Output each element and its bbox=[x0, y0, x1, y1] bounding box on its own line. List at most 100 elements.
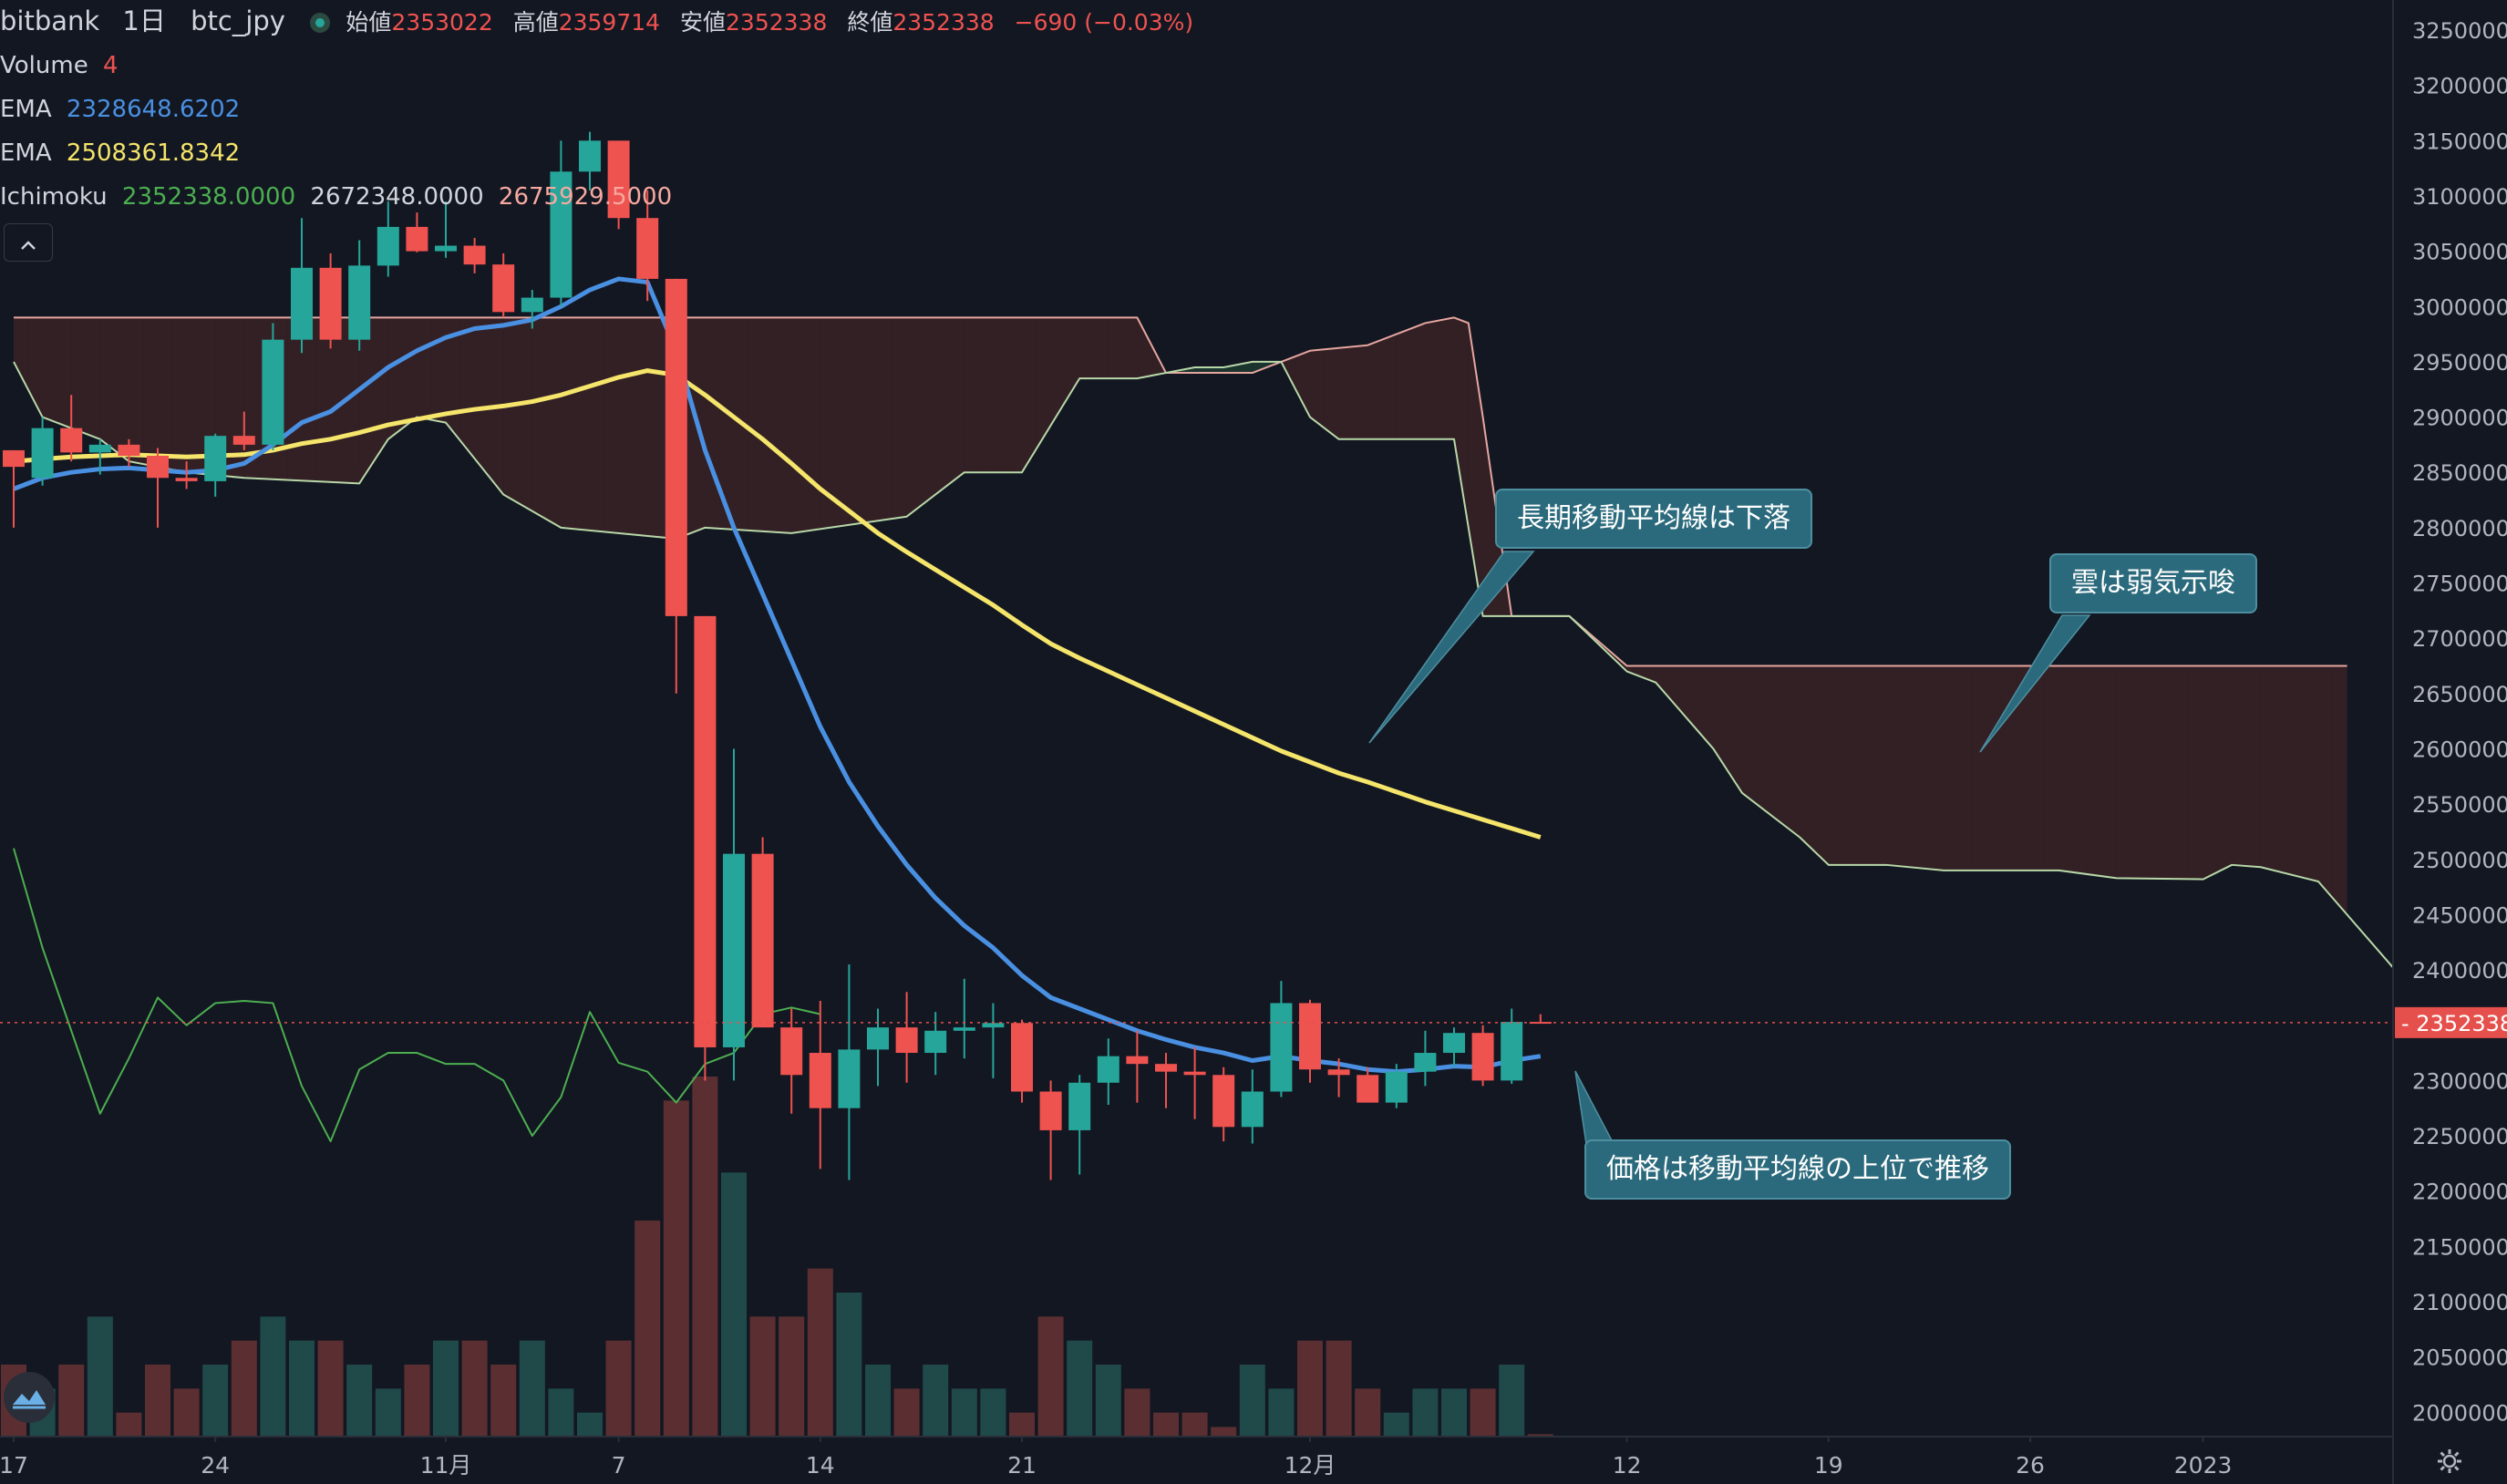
symbol-name[interactable]: btc_jpy bbox=[191, 5, 285, 36]
callout-pointer-3 bbox=[1574, 1070, 1615, 1145]
cloud-segment bbox=[1108, 317, 1123, 379]
cloud-segment bbox=[1252, 361, 1267, 374]
candle-body bbox=[348, 265, 371, 340]
cloud-segment bbox=[748, 317, 763, 531]
candle-body bbox=[1241, 1091, 1264, 1128]
candle-body bbox=[1270, 1003, 1293, 1092]
cloud-segment bbox=[1310, 349, 1325, 428]
cloud-segment bbox=[1065, 317, 1080, 402]
cloud-segment bbox=[1900, 665, 1915, 868]
cloud-segment bbox=[1022, 317, 1037, 473]
cloud-segment bbox=[777, 317, 792, 533]
candle-body bbox=[550, 171, 573, 298]
price-tick-label: 3000000 bbox=[2412, 294, 2507, 320]
candle-body bbox=[1068, 1082, 1091, 1130]
candle-body bbox=[204, 436, 227, 481]
cloud-segment bbox=[935, 317, 950, 495]
candle-body bbox=[1039, 1091, 1062, 1130]
close-value: 2352338 bbox=[892, 9, 995, 36]
interval-label[interactable]: 1日 bbox=[122, 5, 166, 36]
candle-body bbox=[232, 436, 255, 445]
price-tick-label: 2000000 bbox=[2412, 1400, 2507, 1426]
cloud-segment bbox=[1079, 317, 1094, 379]
cloud-segment bbox=[1007, 317, 1022, 473]
callout-price-above-ema[interactable]: 価格は移動平均線の上位で推移 bbox=[1584, 1139, 2011, 1200]
time-tick-label: 24 bbox=[201, 1452, 230, 1479]
cloud-segment bbox=[964, 317, 979, 473]
volume-legend[interactable]: Volume 4 bbox=[0, 52, 126, 79]
volume-bar bbox=[634, 1221, 661, 1437]
volume-bar bbox=[605, 1340, 632, 1437]
volume-bar bbox=[807, 1268, 833, 1437]
cloud-segment bbox=[978, 317, 994, 473]
tradingview-logo[interactable] bbox=[4, 1372, 55, 1423]
cloud-segment bbox=[459, 317, 475, 459]
cloud-segment bbox=[590, 317, 604, 532]
chikou-span-line bbox=[13, 848, 821, 1143]
ichimoku-legend[interactable]: Ichimoku 2352338.0000 2672348.0000 26759… bbox=[0, 183, 679, 211]
candle-body bbox=[147, 456, 169, 479]
cloud-segment bbox=[1382, 334, 1397, 439]
candle-body bbox=[262, 339, 284, 445]
cloud-segment bbox=[1036, 317, 1051, 449]
callout-long-ema-falling[interactable]: 長期移動平均線は下落 bbox=[1495, 489, 1812, 549]
cloud-segment bbox=[1338, 346, 1354, 439]
cloud-segment bbox=[2232, 665, 2246, 867]
price-tick-label: 3100000 bbox=[2412, 184, 2507, 210]
exchange-name[interactable]: bitbank bbox=[0, 5, 100, 36]
candle-body bbox=[31, 428, 54, 479]
change-value: −690 (−0.03%) bbox=[1014, 9, 1194, 36]
cloud-segment bbox=[302, 317, 316, 482]
cloud-segment bbox=[2116, 665, 2131, 879]
cloud-segment bbox=[1454, 317, 1469, 528]
low-label: 安値 bbox=[680, 9, 727, 36]
callout-pointer-1 bbox=[1368, 551, 1535, 744]
cloud-segment bbox=[705, 317, 720, 529]
tradingview-logo-icon bbox=[13, 1390, 46, 1409]
volume-bar bbox=[1355, 1388, 1381, 1437]
cloud-segment bbox=[2203, 665, 2218, 880]
volume-bar bbox=[577, 1412, 603, 1437]
cloud-segment bbox=[345, 317, 360, 484]
candle-body bbox=[723, 853, 745, 1047]
cloud-segment bbox=[374, 317, 388, 462]
volume-bar bbox=[1181, 1412, 1208, 1437]
volume-bar bbox=[951, 1388, 977, 1437]
candle-body bbox=[1443, 1033, 1465, 1054]
cloud-segment bbox=[2145, 665, 2161, 879]
cloud-segment bbox=[863, 317, 878, 523]
volume-bar bbox=[87, 1316, 113, 1437]
callout-cloud-bearish[interactable]: 雲は弱気示唆 bbox=[2049, 553, 2257, 613]
cloud-segment bbox=[1944, 665, 1958, 871]
chart-settings-button[interactable] bbox=[2436, 1448, 2463, 1482]
cloud-segment bbox=[1800, 665, 1814, 851]
ema2-value: 2508361.8342 bbox=[66, 139, 241, 167]
cloud-segment bbox=[1785, 665, 1800, 838]
volume-bar bbox=[923, 1365, 949, 1437]
cloud-segment bbox=[2246, 665, 2261, 868]
time-tick-label: 7 bbox=[612, 1452, 626, 1479]
cloud-segment bbox=[1713, 665, 1728, 771]
ema1-legend[interactable]: EMA 2328648.6202 bbox=[0, 96, 247, 123]
cloud-segment bbox=[1958, 665, 1973, 871]
cloud-segment bbox=[1684, 665, 1699, 733]
collapse-legend-button[interactable] bbox=[4, 223, 53, 262]
cloud-segment bbox=[878, 317, 892, 521]
volume-bar bbox=[980, 1388, 1006, 1437]
time-tick-label: 12月 bbox=[1284, 1452, 1336, 1479]
candlesticks bbox=[3, 131, 1552, 1180]
cloud-segment bbox=[1656, 665, 1670, 699]
volume-bar bbox=[1297, 1340, 1323, 1437]
cloud-segment bbox=[1857, 665, 1873, 865]
volume-bar bbox=[1153, 1412, 1179, 1437]
candle-body bbox=[607, 140, 630, 219]
symbol-header: bitbank 1日 btc_jpy 始値2353022 高値2359714 安… bbox=[0, 7, 1208, 36]
volume-bar bbox=[173, 1388, 200, 1437]
cloud-segment bbox=[402, 317, 418, 428]
cloud-segment bbox=[99, 317, 115, 450]
candle-body bbox=[1155, 1064, 1177, 1072]
time-tick-label: 12 bbox=[1613, 1452, 1642, 1479]
price-tick-label: 2500000 bbox=[2412, 848, 2507, 873]
ema2-legend[interactable]: EMA 2508361.8342 bbox=[0, 139, 247, 167]
